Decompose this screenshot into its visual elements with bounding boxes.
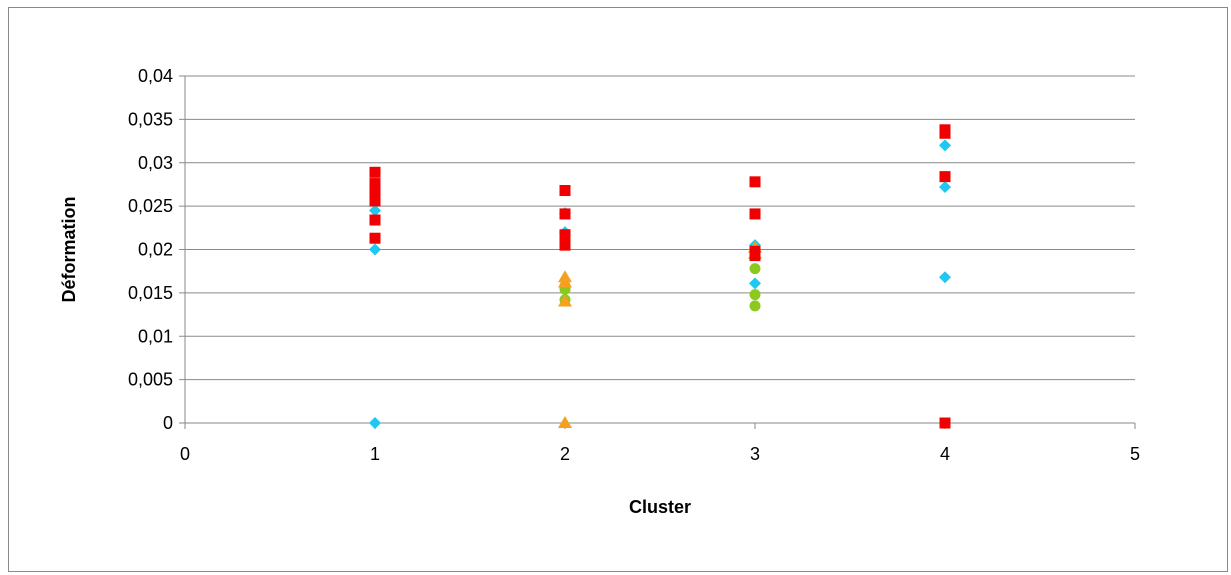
- diamond-point: [369, 417, 381, 429]
- square-point: [749, 208, 761, 220]
- diamond-point: [369, 204, 381, 217]
- data-points: [369, 124, 951, 429]
- square-point: [369, 166, 381, 178]
- diamond-point: [749, 277, 761, 290]
- circle-point: [749, 300, 761, 312]
- y-tick-label: 0,04: [138, 66, 173, 86]
- y-tick-label: 0,025: [128, 196, 173, 216]
- square-point: [369, 185, 381, 197]
- triangle-point: [558, 416, 572, 428]
- diamond-point: [939, 271, 951, 284]
- axes: [179, 75, 1136, 429]
- square-point: [369, 214, 381, 226]
- x-tick-label: 4: [940, 444, 950, 464]
- tick-labels: 0 0,005 0,01 0,015 0,02 0,025 0,03 0,035 0,04 0 1 2…: [128, 66, 1140, 464]
- diamond-point: [369, 243, 381, 256]
- y-tick-label: 0,005: [128, 370, 173, 390]
- x-tick-label: 1: [370, 444, 380, 464]
- square-point: [559, 239, 571, 251]
- square-point: [369, 232, 381, 244]
- square-point: [939, 171, 951, 183]
- square-point: [749, 250, 761, 262]
- y-tick-label: 0,015: [128, 283, 173, 303]
- x-axis-title: Cluster: [629, 497, 691, 517]
- square-point: [559, 229, 571, 241]
- x-tick-label: 0: [180, 444, 190, 464]
- chart-frame: 0 0,005 0,01 0,015 0,02 0,025 0,03 0,035 0,04 0 1 2…: [8, 7, 1228, 572]
- y-axis-title: Déformation: [59, 196, 79, 302]
- square-point: [939, 417, 951, 429]
- grid-lines: [185, 75, 1135, 381]
- square-point: [559, 208, 571, 220]
- y-tick-label: 0,01: [138, 326, 173, 346]
- x-tick-label: 2: [560, 444, 570, 464]
- circle-point: [749, 263, 761, 275]
- y-tick-label: 0: [163, 413, 173, 433]
- circle-point: [749, 289, 761, 301]
- scatter-chart: 0 0,005 0,01 0,015 0,02 0,025 0,03 0,035 0,04 0 1 2…: [59, 66, 1140, 517]
- triangle-point: [558, 275, 572, 288]
- triangle-point: [558, 294, 572, 307]
- x-tick-label: 3: [750, 444, 760, 464]
- diamond-point: [939, 139, 951, 152]
- square-point: [559, 185, 571, 197]
- square-point: [369, 195, 381, 207]
- square-point: [939, 127, 951, 139]
- x-tick-label: 5: [1130, 444, 1140, 464]
- diamond-point: [939, 181, 951, 194]
- square-point: [749, 176, 761, 188]
- square-point: [369, 178, 381, 190]
- y-tick-label: 0,035: [128, 109, 173, 129]
- y-tick-label: 0,03: [138, 153, 173, 173]
- y-tick-label: 0,02: [138, 240, 173, 260]
